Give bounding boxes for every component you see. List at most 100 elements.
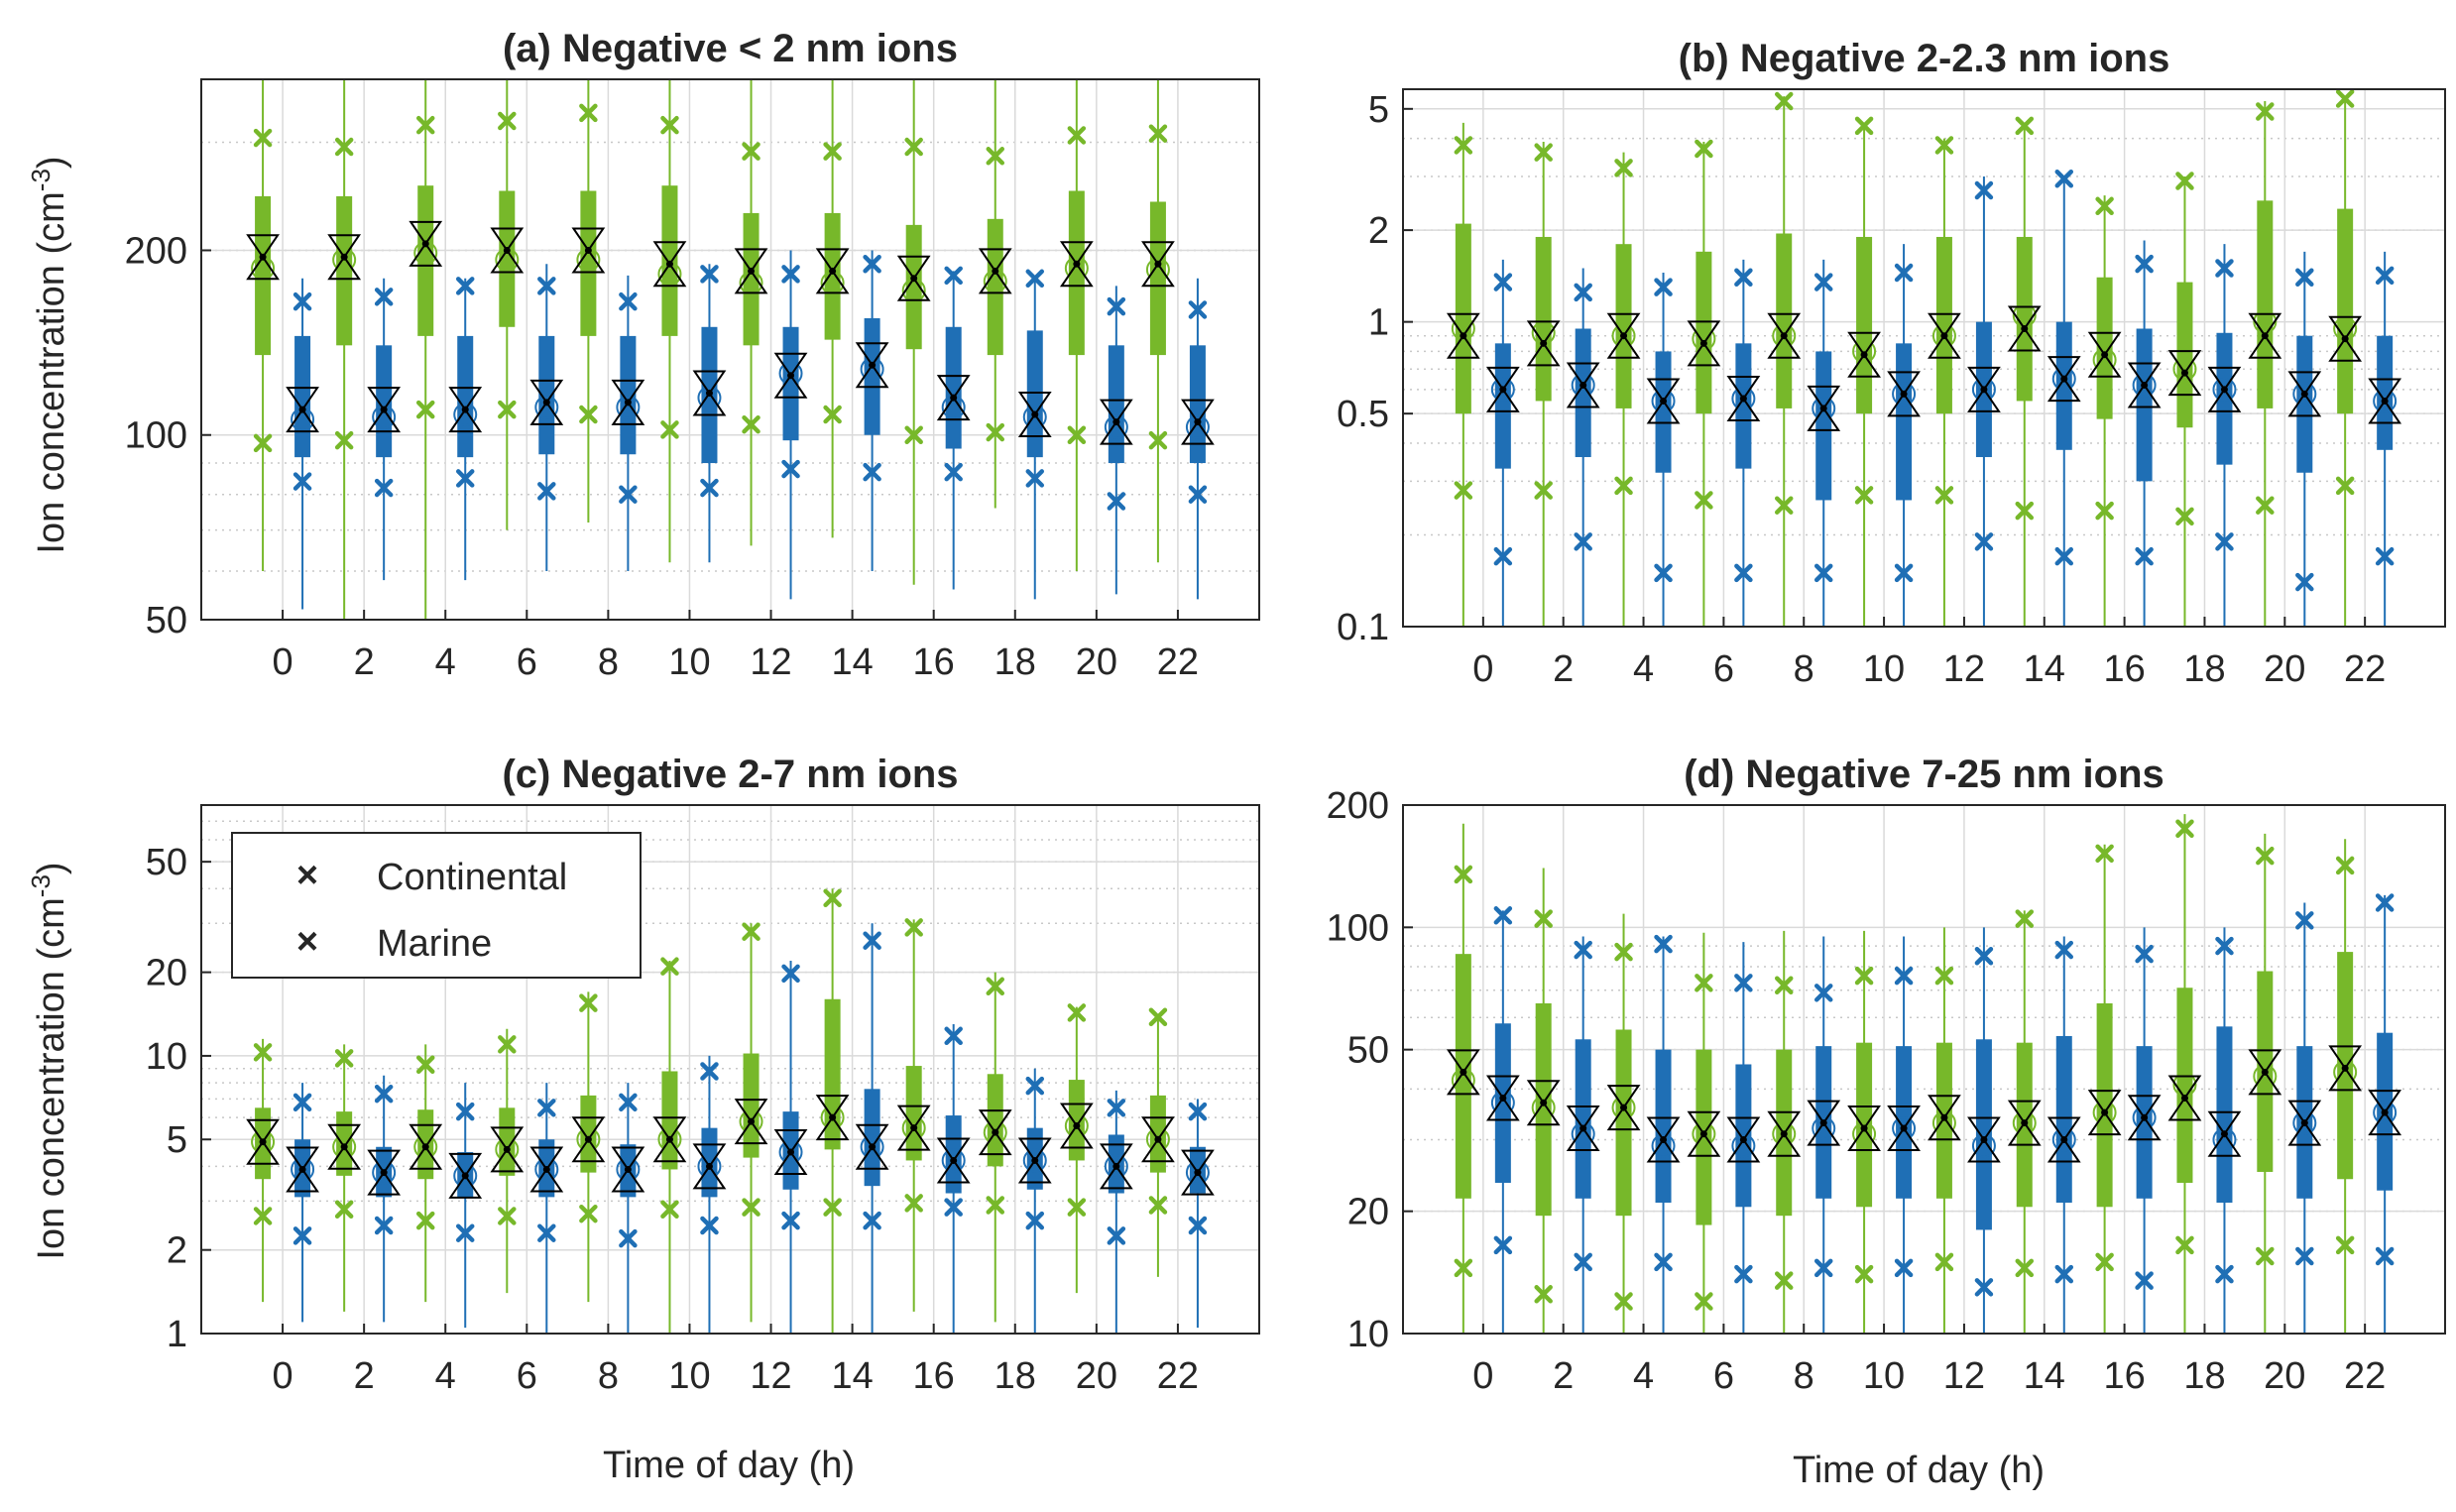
low-percentile-marker (781, 459, 800, 479)
low-percentile-marker (498, 1207, 517, 1225)
high-percentile-marker (579, 993, 598, 1012)
low-percentile-marker (2335, 1235, 2355, 1255)
median-marker (1887, 1105, 1921, 1152)
median-marker (1687, 1110, 1721, 1157)
series-marine (286, 923, 1215, 1334)
median-dot (259, 253, 267, 261)
median-dot (1499, 1094, 1507, 1102)
high-percentile-marker (334, 137, 354, 157)
median-marker (1847, 1105, 1881, 1152)
median-dot (298, 1165, 306, 1173)
median-marker (1526, 1080, 1561, 1126)
low-percentile-marker (292, 1226, 312, 1245)
y-tick-label: 5 (1368, 89, 1389, 131)
median-marker (1807, 385, 1841, 431)
low-percentile-marker (1454, 481, 1473, 500)
median-marker (936, 375, 971, 421)
median-dot (910, 275, 918, 283)
median-marker (571, 227, 606, 274)
mean-marker (372, 405, 397, 429)
high-percentile-marker (660, 957, 679, 976)
low-percentile-marker (334, 430, 354, 450)
low-percentile-marker (253, 433, 273, 453)
high-percentile-marker (1188, 1102, 1208, 1121)
box (701, 1127, 718, 1198)
mean-marker (1931, 1110, 1956, 1135)
low-percentile-marker (944, 462, 963, 482)
median-marker (1017, 1137, 1052, 1184)
low-percentile-marker (415, 1211, 435, 1230)
median-dot (1819, 1119, 1827, 1127)
mean-marker (901, 1115, 926, 1140)
low-percentile-marker (415, 400, 435, 419)
mean-marker (1145, 1127, 1170, 1152)
high-percentile-marker (498, 111, 517, 131)
median-dot (1112, 418, 1120, 426)
median-marker (692, 1143, 727, 1190)
median-dot (992, 267, 999, 275)
median-marker (490, 227, 525, 274)
median-dot (1699, 339, 1707, 347)
mean-marker (1852, 339, 1877, 364)
box (1575, 328, 1591, 458)
low-percentile-marker (1734, 1264, 1753, 1284)
box (1696, 251, 1712, 414)
mean-marker (616, 1157, 641, 1182)
y-tick-label: 200 (125, 230, 187, 272)
box (1856, 1042, 1873, 1208)
median-dot (624, 399, 632, 407)
mean-marker (1812, 1116, 1836, 1141)
median-dot (2021, 324, 2029, 332)
mean-marker (657, 1127, 682, 1152)
high-percentile-marker (2095, 844, 2114, 864)
panel-title: (d) Negative 7-25 nm ions (1684, 753, 2164, 796)
median-dot (1073, 260, 1081, 268)
median-marker (448, 387, 483, 433)
x-tick-label: 14 (831, 1355, 873, 1397)
median-marker (1606, 1085, 1641, 1131)
median-dot (2021, 1119, 2029, 1127)
box (987, 1074, 1003, 1167)
high-percentile-marker (1534, 909, 1553, 928)
mean-marker (2292, 382, 2317, 407)
high-percentile-marker (1574, 283, 1592, 302)
low-percentile-marker (1067, 1198, 1087, 1217)
ylabel-text: Ion concentration (cm (31, 897, 72, 1259)
median-dot (2381, 397, 2389, 405)
median-dot (1980, 1136, 1988, 1144)
high-percentile-marker (1934, 966, 1954, 986)
median-marker (2087, 331, 2122, 378)
box (580, 190, 597, 336)
low-percentile-marker (1894, 1258, 1914, 1278)
high-percentile-marker (1025, 1076, 1045, 1096)
high-percentile-marker (2015, 116, 2035, 136)
box (905, 1066, 922, 1161)
box (1068, 1080, 1085, 1161)
x-tick-label: 20 (2264, 648, 2305, 690)
median-marker (409, 220, 443, 267)
median-marker (1485, 366, 1520, 412)
x-tick-label: 0 (273, 641, 293, 683)
legend-box (231, 832, 642, 979)
low-percentile-marker (863, 462, 881, 482)
high-percentile-marker (781, 964, 800, 984)
median-marker (1967, 366, 2001, 412)
mean-marker (983, 1120, 1007, 1145)
low-percentile-marker (660, 1200, 679, 1220)
median-marker (1141, 1116, 1175, 1163)
high-percentile-marker (1774, 91, 1794, 111)
low-percentile-marker (1107, 1226, 1126, 1245)
mean-marker (534, 395, 559, 419)
median-marker (1446, 312, 1480, 359)
high-percentile-marker (1067, 126, 1087, 145)
high-percentile-marker (1454, 865, 1473, 884)
x-tick-label: 4 (1633, 648, 1654, 690)
mean-marker (1185, 414, 1210, 439)
median-dot (1900, 390, 1908, 398)
high-percentile-marker (2054, 940, 2074, 960)
x-tick-label: 4 (435, 641, 456, 683)
x-tick-label: 14 (2024, 648, 2065, 690)
high-percentile-marker (2054, 169, 2074, 188)
median-marker (286, 387, 319, 433)
legend-marker-marine: × (296, 921, 318, 963)
